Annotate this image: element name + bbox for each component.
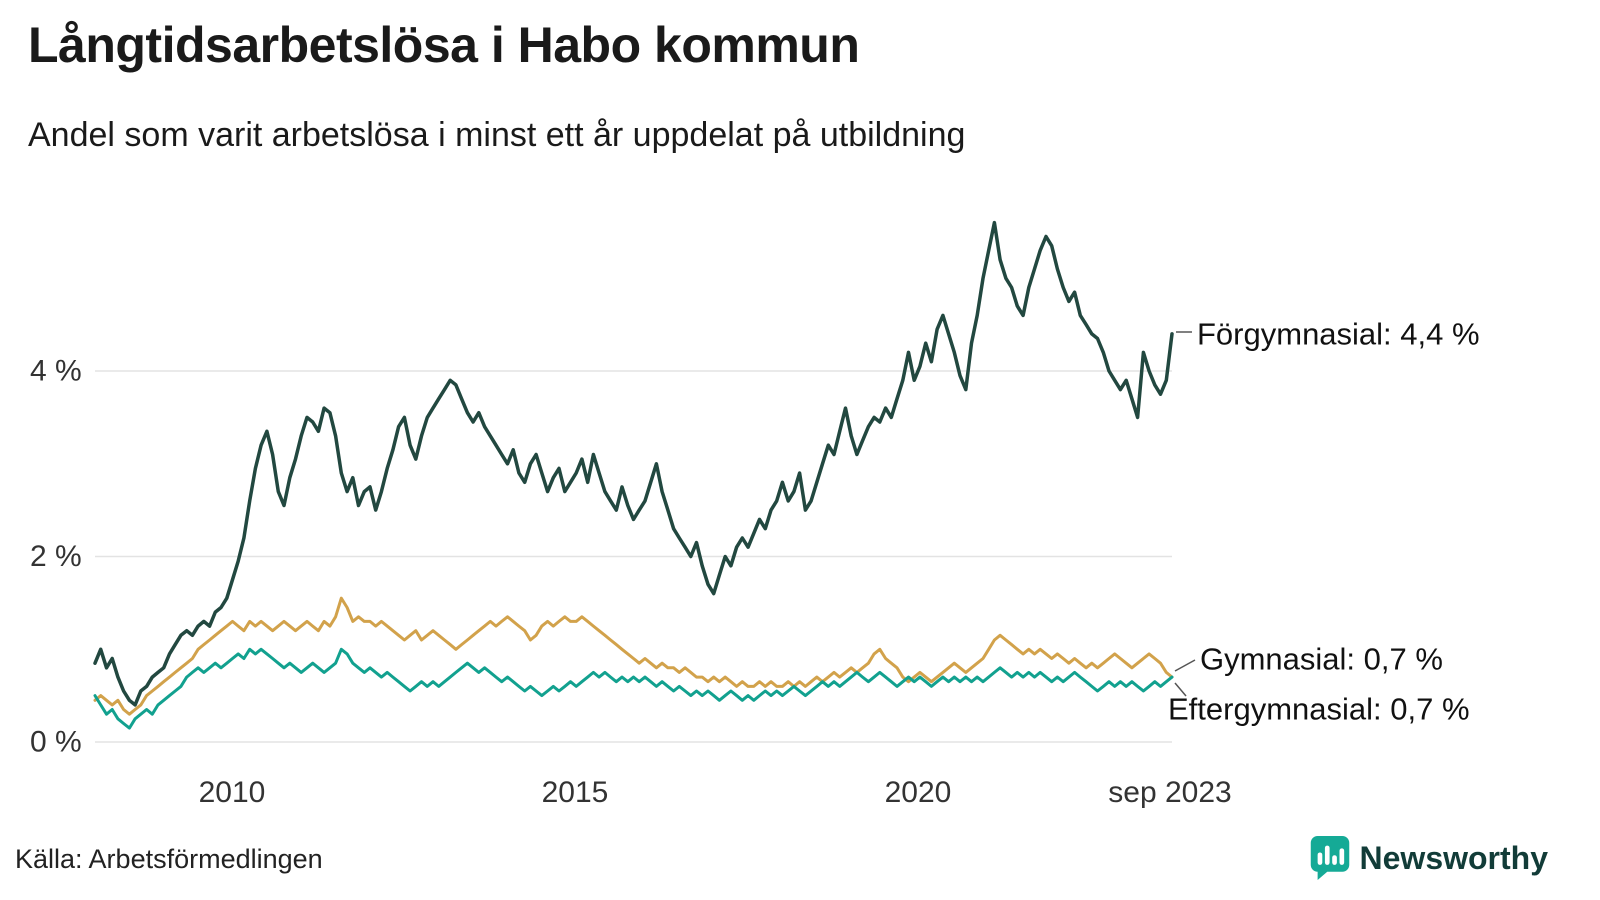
series-line-gymnasial	[93, 596, 1174, 716]
source-label: Källa: Arbetsförmedlingen	[15, 844, 323, 874]
logo-bars	[1317, 845, 1344, 865]
y-axis: 0 % 2 % 4 %	[30, 355, 82, 759]
chart-title: Långtidsarbetslösa i Habo kommun	[28, 17, 860, 73]
y-tick-label-4: 4 %	[30, 355, 82, 388]
x-tick-label-sep-2023: sep 2023	[1108, 776, 1231, 809]
x-tick-label-2010: 2010	[199, 776, 266, 809]
series-line-eftergymnasial	[93, 647, 1174, 730]
series-lines	[93, 220, 1174, 730]
end-label-forgymnasial: Förgymnasial: 4,4 %	[1197, 317, 1480, 352]
newsworthy-brand[interactable]: Newsworthy	[1310, 836, 1548, 880]
series-line-forgymnasial	[93, 220, 1174, 707]
x-tick-label-2020: 2020	[885, 776, 952, 809]
y-tick-label-0: 0 %	[30, 726, 82, 759]
y-tick-label-2: 2 %	[30, 540, 82, 573]
newsworthy-logo-icon	[1310, 836, 1349, 880]
end-label-eftergymnasial: Eftergymnasial: 0,7 %	[1168, 692, 1470, 727]
x-axis: 2010 2015 2020 sep 2023	[199, 776, 1232, 809]
logo-bubble	[1310, 836, 1349, 880]
connector-gymnasial	[1174, 659, 1196, 672]
connector-eftergymnasial	[1174, 682, 1187, 697]
series-end-labels: Förgymnasial: 4,4 % Gymnasial: 0,7 % Eft…	[1168, 317, 1480, 727]
end-label-gymnasial: Gymnasial: 0,7 %	[1200, 642, 1443, 677]
chart-subtitle: Andel som varit arbetslösa i minst ett å…	[28, 116, 966, 154]
newsworthy-brand-name: Newsworthy	[1359, 839, 1548, 876]
x-tick-label-2015: 2015	[542, 776, 609, 809]
gridlines	[95, 370, 1172, 743]
